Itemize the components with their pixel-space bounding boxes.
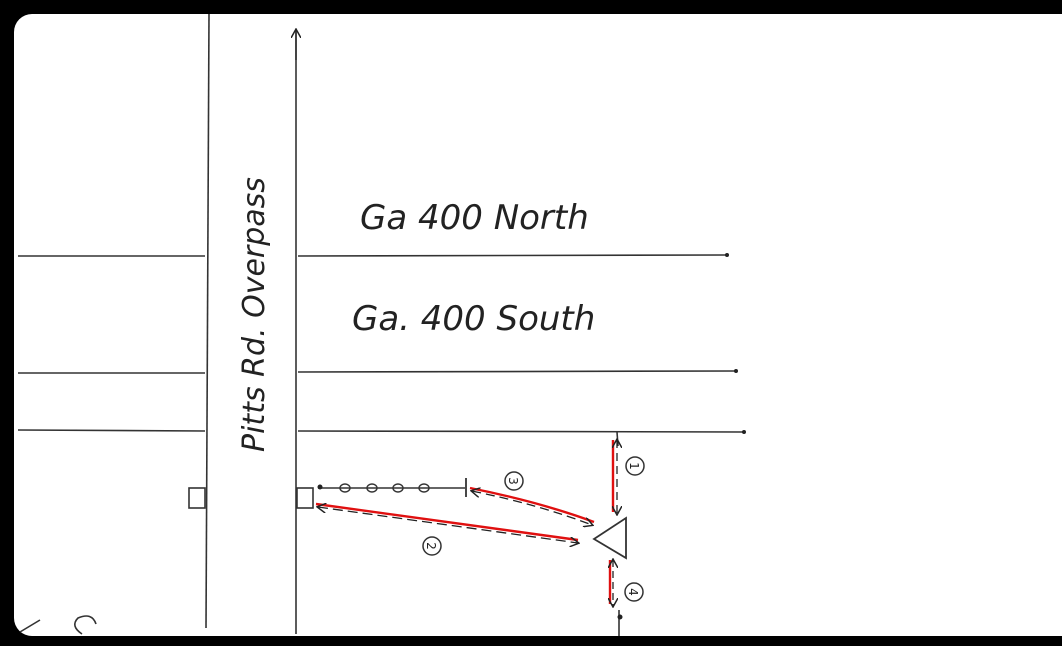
marker-4-label: 4 — [626, 588, 640, 596]
marker-4: 4 — [624, 582, 644, 602]
bridge-post-left — [188, 487, 206, 509]
label-pitts-overpass: Pitts Rd. Overpass — [237, 177, 272, 452]
lane-line-1-right — [297, 254, 727, 257]
edge-scribble — [74, 615, 97, 635]
measure-3-dash — [472, 491, 592, 525]
marker-3-label: 3 — [506, 477, 520, 485]
marker-1: 1 — [625, 456, 645, 476]
lane-line-2-end — [734, 369, 738, 373]
measure-2-red — [315, 502, 579, 542]
guardrail-end-dot — [317, 484, 323, 490]
guardrail-post — [366, 483, 378, 493]
overpass-left-edge — [205, 13, 210, 629]
marker-1-label: 1 — [627, 462, 641, 470]
observer-triangle — [592, 516, 627, 560]
lane-line-3-end — [742, 430, 746, 434]
lane-line-3-left — [17, 429, 206, 432]
lane-line-3-right — [297, 430, 744, 433]
guardrail-post — [392, 483, 404, 493]
bridge-post-right — [296, 487, 314, 509]
guardrail-post — [339, 483, 351, 493]
lane-line-2-right — [297, 370, 736, 373]
guardrail-post — [418, 483, 430, 493]
lower-stub-dot — [617, 614, 623, 620]
label-ga400-north: Ga 400 North — [360, 198, 589, 238]
lane-line-1-end — [725, 253, 729, 257]
marker-3: 3 — [504, 471, 524, 491]
measure-2-dash — [318, 507, 578, 543]
edge-scribble — [19, 619, 41, 633]
label-ga400-south: Ga. 400 South — [352, 299, 595, 339]
marker-2: 2 — [422, 536, 442, 556]
marker-2-label: 2 — [424, 542, 438, 550]
